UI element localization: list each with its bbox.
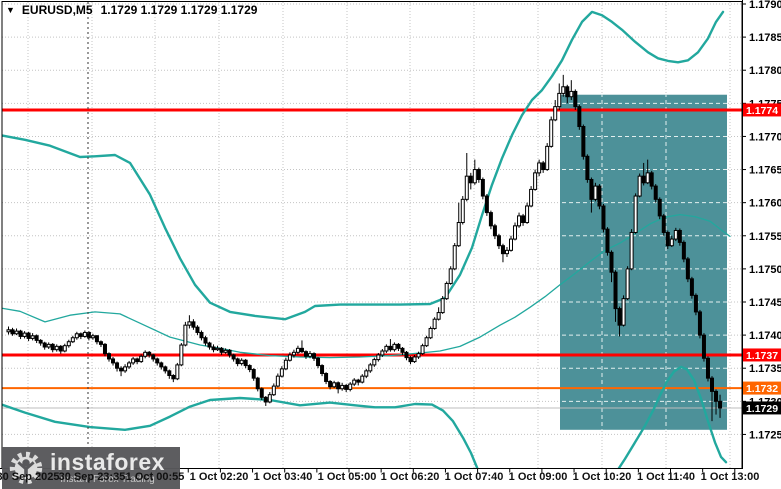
candles-layer (6, 74, 723, 422)
bollinger-bands-layer (2, 10, 731, 468)
symbol-period-label: EURUSD,M5 (21, 3, 93, 17)
symbol-dropdown-icon[interactable]: ▼ (6, 5, 15, 15)
grid-layer (2, 2, 742, 468)
y-axis-label: 1.1785 (749, 32, 781, 44)
price-level-badge: 1.1737 (746, 350, 778, 362)
y-axis-label: 1.1770 (749, 131, 781, 143)
watermark-brand: instaforex (50, 449, 165, 475)
chart-title: ▼ EURUSD,M5 1.1729 1.1729 1.1729 1.1729 (6, 3, 257, 17)
watermark: instaforex Instant Forex Trading (2, 447, 180, 489)
watermark-tagline: Instant Forex Trading (60, 474, 155, 485)
y-axis-label: 1.1760 (749, 198, 781, 210)
price-markers: 1.1774 1.1737 1.1732 1.1729 (743, 103, 781, 415)
y-axis-label: 1.1750 (749, 264, 781, 276)
highlight-zone (560, 94, 727, 430)
y-axis-label: 1.1755 (749, 231, 781, 243)
price-level-badge: 1.1729 (746, 403, 778, 415)
instaforex-logo (9, 451, 43, 485)
y-axis-label: 1.1735 (749, 363, 781, 375)
y-axis-label: 1.1740 (749, 330, 781, 342)
y-axis-label: 1.1780 (749, 65, 781, 77)
price-level-badge: 1.1732 (746, 383, 778, 395)
ohlc-readout: 1.1729 1.1729 1.1729 1.1729 (100, 3, 258, 17)
y-axis-label: 1.1790 (749, 0, 781, 11)
y-axis-label: 1.1745 (749, 297, 781, 309)
price-level-badge: 1.1774 (746, 105, 778, 117)
y-axis-label: 1.1725 (749, 429, 781, 441)
price-axis: 1.17901.17851.17801.17751.17701.17651.17… (742, 0, 781, 441)
y-axis-label: 1.1765 (749, 165, 781, 177)
